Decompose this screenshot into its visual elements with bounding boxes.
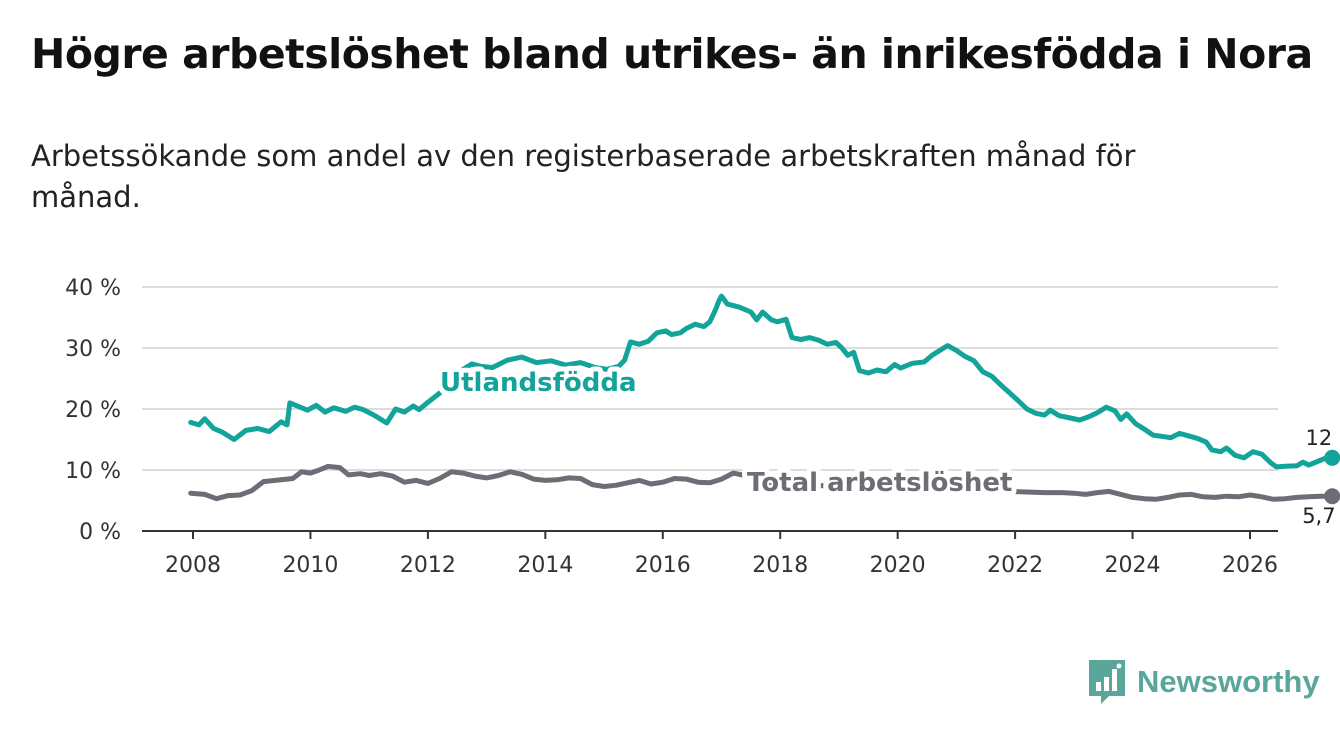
end-value-label-utlandsfodda: 12 % [1306, 426, 1340, 450]
y-tick-label: 10 % [65, 459, 121, 484]
x-tick-label: 2016 [635, 553, 691, 578]
x-axis-ticks: 2008 2010 2012 2014 2016 2018 2020 2022 2024 2026 [165, 531, 1278, 578]
series-labels: Utlandsfödda Total arbetslöshet [435, 363, 1017, 503]
end-markers: 12 % 5,7 % [1300, 423, 1340, 531]
end-point-utlandsfodda [1324, 449, 1340, 466]
y-tick-label: 20 % [65, 398, 121, 423]
x-tick-label: 2022 [987, 553, 1043, 578]
gridlines [142, 286, 1278, 471]
newsworthy-brand: Newsworthy [1089, 660, 1320, 704]
y-tick-label: 30 % [65, 337, 121, 362]
newsworthy-logo-icon [1089, 660, 1125, 704]
x-tick-label: 2012 [400, 553, 456, 578]
x-tick-label: 2014 [517, 553, 573, 578]
series-label-total: Total arbetslöshet [747, 468, 1012, 498]
y-tick-label: 0 % [79, 520, 121, 545]
end-value-label-total: 5,7 % [1302, 504, 1340, 528]
chart-subtitle: Arbetssökande som andel av den registerb… [31, 139, 1136, 214]
series-line-utlandsfodda [188, 293, 1335, 470]
brand-name: Newsworthy [1137, 664, 1320, 699]
x-tick-label: 2010 [282, 553, 338, 578]
series-line-total [188, 463, 1335, 502]
x-tick-label: 2018 [752, 553, 808, 578]
series-label-utlandsfodda: Utlandsfödda [440, 368, 637, 398]
y-axis-ticks: 0 % 10 % 20 % 30 % 40 % [65, 276, 121, 545]
x-tick-label: 2026 [1222, 553, 1278, 578]
x-tick-label: 2020 [870, 553, 926, 578]
end-point-total [1324, 488, 1340, 505]
y-tick-label: 40 % [65, 276, 121, 301]
series-lines [188, 293, 1335, 502]
x-tick-label: 2024 [1105, 553, 1161, 578]
chart-title: Högre arbetslöshet bland utrikes- än inr… [31, 30, 1313, 78]
x-tick-label: 2008 [165, 553, 221, 578]
